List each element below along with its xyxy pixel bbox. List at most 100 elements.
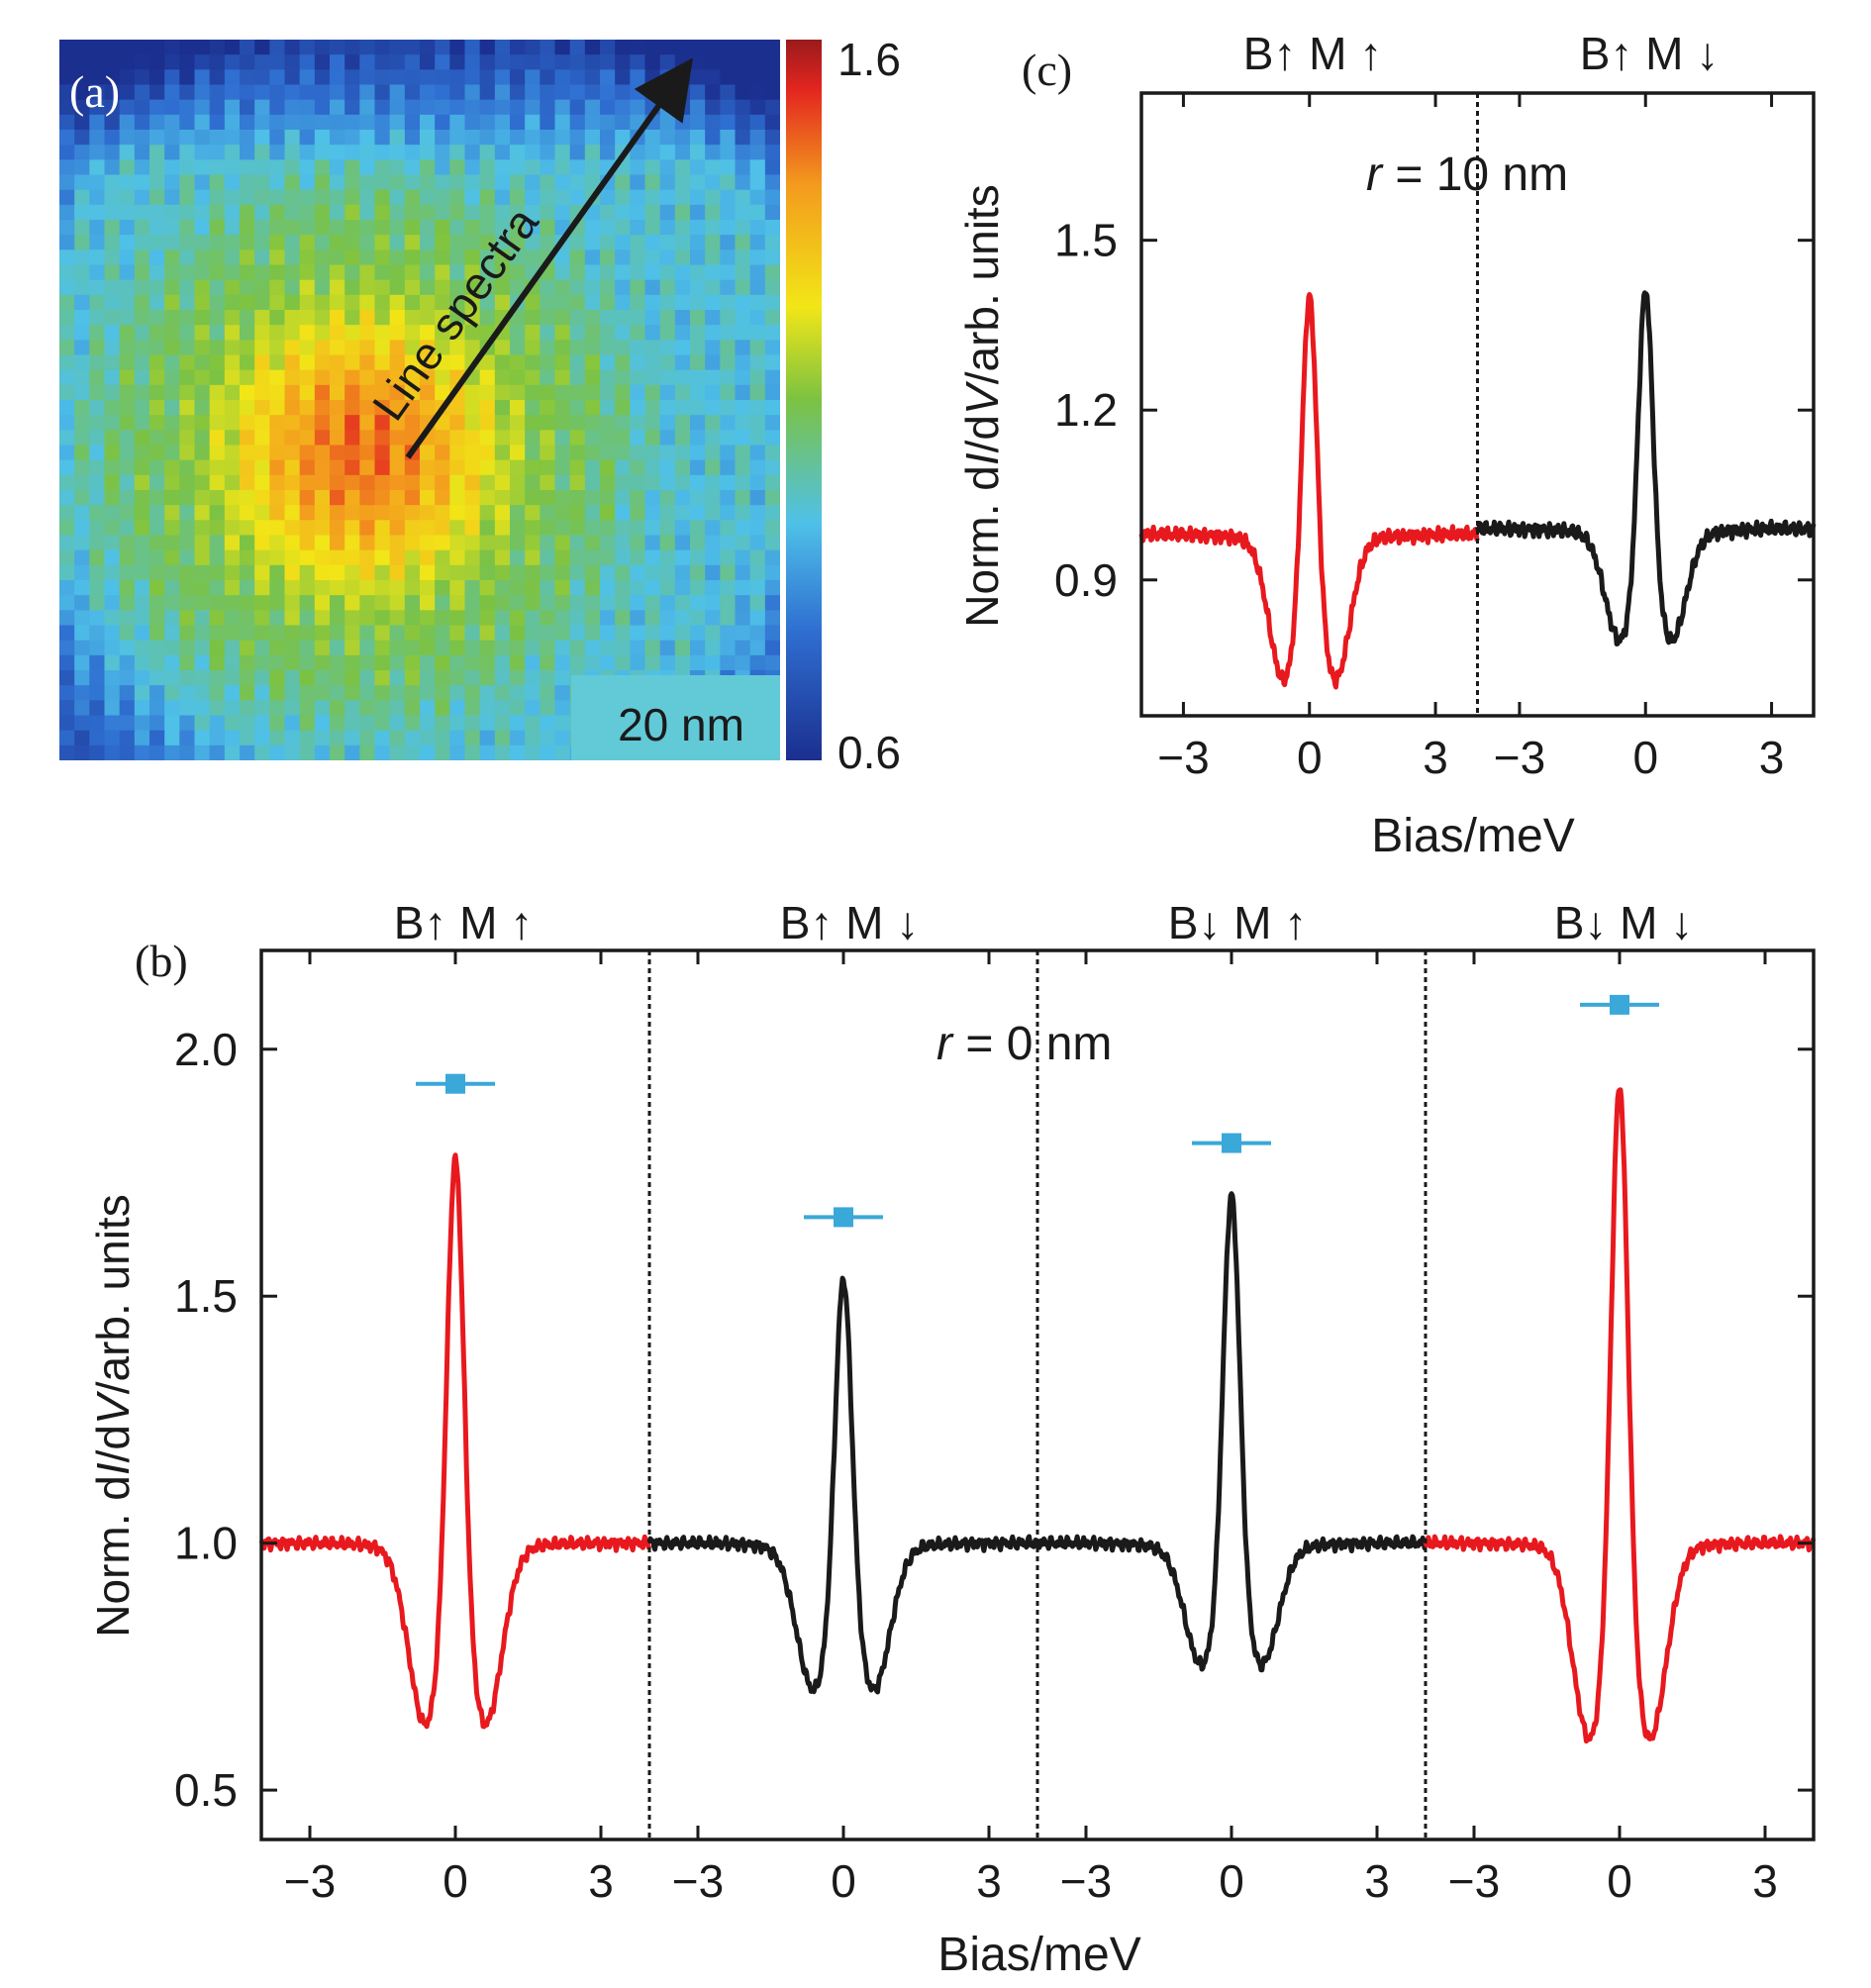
heatmap-cell bbox=[449, 445, 466, 461]
heatmap-cell bbox=[435, 69, 450, 86]
b-xtick-label: 3 bbox=[1752, 1855, 1778, 1907]
heatmap-cell bbox=[240, 294, 255, 311]
heatmap-cell bbox=[224, 99, 241, 116]
heatmap-cell bbox=[149, 325, 165, 341]
heatmap-cell bbox=[510, 730, 526, 746]
heatmap-cell bbox=[209, 715, 226, 732]
heatmap-cell bbox=[569, 69, 586, 86]
heatmap-cell bbox=[89, 220, 106, 236]
heatmap-cell bbox=[314, 670, 331, 686]
heatmap-cell bbox=[134, 130, 150, 146]
heatmap-cell bbox=[510, 145, 526, 160]
heatmap-cell bbox=[494, 114, 511, 131]
heatmap-cell bbox=[254, 549, 270, 566]
heatmap-cell bbox=[59, 564, 75, 581]
heatmap-cell bbox=[644, 189, 661, 206]
heatmap-cell bbox=[314, 69, 331, 86]
heatmap-cell bbox=[374, 549, 391, 566]
heatmap-cell bbox=[584, 279, 601, 296]
heatmap-cell bbox=[209, 415, 226, 431]
heatmap-cell bbox=[525, 325, 541, 341]
heatmap-cell bbox=[149, 249, 165, 266]
heatmap-cell bbox=[569, 54, 586, 70]
heatmap-cell bbox=[404, 474, 421, 491]
heatmap-cell bbox=[104, 220, 121, 236]
heatmap-cell bbox=[630, 549, 646, 566]
heatmap-cell bbox=[404, 700, 421, 717]
heatmap-cell bbox=[59, 340, 75, 356]
heatmap-cell bbox=[314, 459, 331, 476]
heatmap-cell bbox=[89, 235, 106, 250]
heatmap-cell bbox=[600, 279, 616, 296]
heatmap-cell bbox=[209, 730, 226, 746]
heatmap-cell bbox=[584, 340, 601, 356]
heatmap-cell bbox=[389, 204, 406, 221]
heatmap-cell bbox=[659, 459, 676, 476]
panel-c-title-1: B↑ M ↑ bbox=[1243, 28, 1383, 79]
heatmap-cell bbox=[494, 249, 511, 266]
heatmap-cell bbox=[104, 670, 121, 686]
heatmap-cell bbox=[74, 430, 90, 447]
heatmap-cell bbox=[720, 325, 737, 341]
heatmap-cell bbox=[525, 189, 541, 206]
heatmap-cell bbox=[299, 279, 316, 296]
heatmap-cell bbox=[615, 69, 631, 86]
heatmap-cell bbox=[644, 145, 661, 160]
heatmap-cell bbox=[59, 99, 75, 116]
heatmap-cell bbox=[269, 474, 286, 491]
heatmap-cell bbox=[269, 520, 286, 537]
heatmap-cell bbox=[224, 654, 241, 671]
heatmap-cell bbox=[254, 384, 270, 401]
heatmap-cell bbox=[389, 715, 406, 732]
heatmap-cell bbox=[764, 220, 780, 236]
heatmap-cell bbox=[690, 340, 706, 356]
heatmap-cell bbox=[420, 204, 436, 221]
heatmap-cell bbox=[194, 415, 211, 431]
heatmap-cell bbox=[59, 520, 75, 537]
heatmap-cell bbox=[644, 174, 661, 191]
heatmap-cell bbox=[674, 310, 691, 326]
heatmap-cell bbox=[510, 564, 526, 581]
heatmap-cell bbox=[209, 700, 226, 717]
heatmap-cell bbox=[705, 549, 721, 566]
heatmap-cell bbox=[89, 264, 106, 281]
heatmap-cell bbox=[104, 130, 121, 146]
heatmap-cell bbox=[420, 84, 436, 101]
heatmap-cell bbox=[584, 369, 601, 386]
heatmap-cell bbox=[659, 204, 676, 221]
heatmap-cell bbox=[540, 235, 556, 250]
heatmap-cell bbox=[464, 610, 481, 627]
heatmap-cell bbox=[404, 235, 421, 250]
heatmap-cell bbox=[749, 430, 766, 447]
heatmap-cell bbox=[735, 654, 751, 671]
heatmap-cell bbox=[659, 610, 676, 627]
heatmap-cell bbox=[659, 640, 676, 656]
heatmap-cell bbox=[104, 459, 121, 476]
heatmap-cell bbox=[720, 294, 737, 311]
heatmap-cell bbox=[404, 670, 421, 686]
heatmap-cell bbox=[615, 354, 631, 371]
heatmap-cell bbox=[420, 745, 436, 760]
heatmap-cell bbox=[134, 340, 150, 356]
heatmap-cell bbox=[449, 325, 466, 341]
heatmap-cell bbox=[299, 625, 316, 642]
heatmap-cell bbox=[89, 564, 106, 581]
heatmap-cell bbox=[420, 670, 436, 686]
heatmap-cell bbox=[299, 114, 316, 131]
heatmap-cell bbox=[224, 325, 241, 341]
heatmap-cell bbox=[359, 130, 376, 146]
heatmap-cell bbox=[540, 459, 556, 476]
heatmap-cell bbox=[359, 340, 376, 356]
heatmap-cell bbox=[345, 264, 360, 281]
heatmap-cell bbox=[659, 40, 676, 55]
heatmap-cell bbox=[224, 670, 241, 686]
heatmap-cell bbox=[119, 325, 136, 341]
heatmap-cell bbox=[330, 654, 345, 671]
c-plot-frame bbox=[1139, 91, 1816, 718]
heatmap-cell bbox=[134, 174, 150, 191]
heatmap-cell bbox=[435, 610, 450, 627]
heatmap-cell bbox=[659, 400, 676, 416]
heatmap-cell bbox=[164, 84, 180, 101]
heatmap-cell bbox=[525, 354, 541, 371]
heatmap-cell bbox=[284, 235, 301, 250]
